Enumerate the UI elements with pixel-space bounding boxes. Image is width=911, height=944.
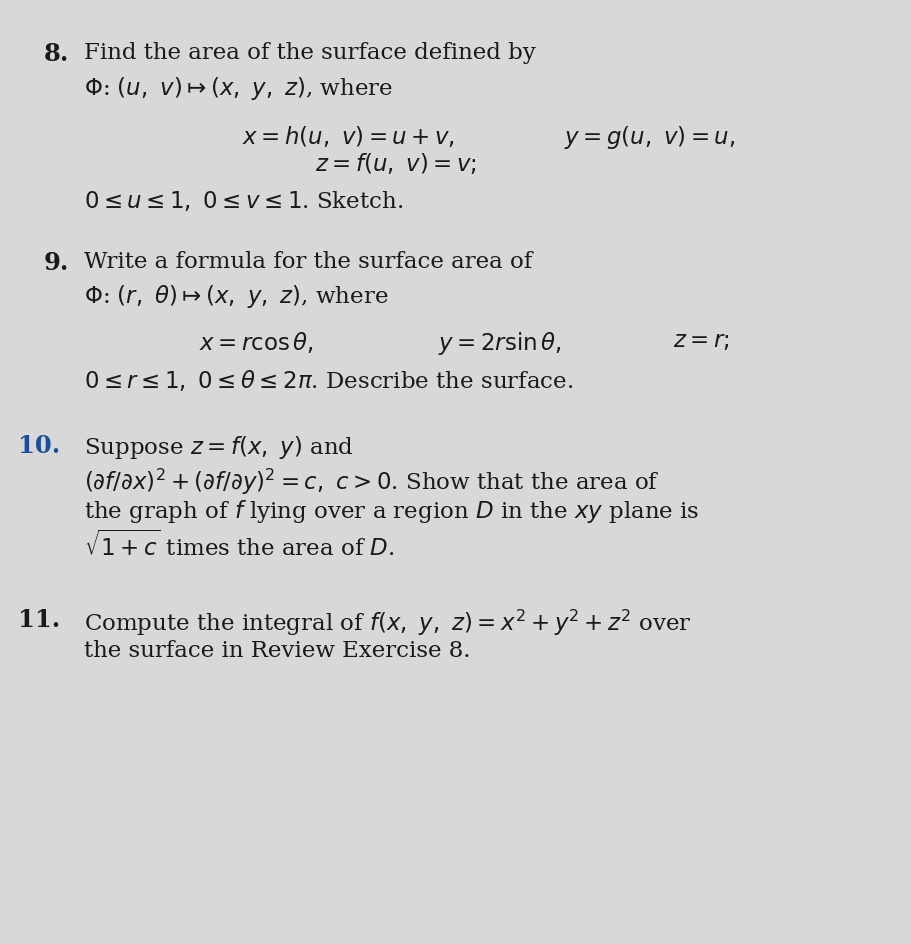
Text: $y = g(u,\ v) = u,$: $y = g(u,\ v) = u,$ xyxy=(563,124,734,151)
Text: $z = f(u,\ v) = v;$: $z = f(u,\ v) = v;$ xyxy=(314,151,476,176)
Text: $z = r;$: $z = r;$ xyxy=(672,330,729,352)
Text: Find the area of the surface defined by: Find the area of the surface defined by xyxy=(84,42,535,64)
Text: 10.: 10. xyxy=(18,434,60,458)
Text: $0 \leq u \leq 1,\ 0 \leq v \leq 1$. Sketch.: $0 \leq u \leq 1,\ 0 \leq v \leq 1$. Ske… xyxy=(84,189,403,212)
Text: 8.: 8. xyxy=(44,42,69,66)
Text: $x = r \cos \theta,$: $x = r \cos \theta,$ xyxy=(199,330,313,355)
Text: $\sqrt{1+c}$ times the area of $D$.: $\sqrt{1+c}$ times the area of $D$. xyxy=(84,531,394,561)
Text: Write a formula for the surface area of: Write a formula for the surface area of xyxy=(84,251,532,273)
Text: $x = h(u,\ v) = u + v,$: $x = h(u,\ v) = u + v,$ xyxy=(241,124,454,148)
Text: the surface in Review Exercise 8.: the surface in Review Exercise 8. xyxy=(84,640,470,662)
Text: $0 \leq r \leq 1,\ 0 \leq \theta \leq 2\pi$. Describe the surface.: $0 \leq r \leq 1,\ 0 \leq \theta \leq 2\… xyxy=(84,368,572,393)
Text: 9.: 9. xyxy=(44,251,69,275)
Text: $\Phi$: $(u,\ v) \mapsto (x,\ y,\ z)$, where: $\Phi$: $(u,\ v) \mapsto (x,\ y,\ z)$, w… xyxy=(84,75,393,102)
Text: 11.: 11. xyxy=(18,608,60,632)
Text: $y = 2r \sin \theta,$: $y = 2r \sin \theta,$ xyxy=(437,330,561,358)
Text: Compute the integral of $f(x,\ y,\ z) = x^2 + y^2 + z^2$ over: Compute the integral of $f(x,\ y,\ z) = … xyxy=(84,608,691,638)
Text: Suppose $z = f(x,\ y)$ and: Suppose $z = f(x,\ y)$ and xyxy=(84,434,353,462)
Text: the graph of $f$ lying over a region $D$ in the $xy$ plane is: the graph of $f$ lying over a region $D$… xyxy=(84,498,699,526)
Text: $(\partial f/\partial x)^2 + (\partial f/\partial y)^2 = c,\ c > 0$. Show that t: $(\partial f/\partial x)^2 + (\partial f… xyxy=(84,466,659,497)
Text: $\Phi$: $(r,\ \theta) \mapsto (x,\ y,\ z)$, where: $\Phi$: $(r,\ \theta) \mapsto (x,\ y,\ z… xyxy=(84,283,388,311)
